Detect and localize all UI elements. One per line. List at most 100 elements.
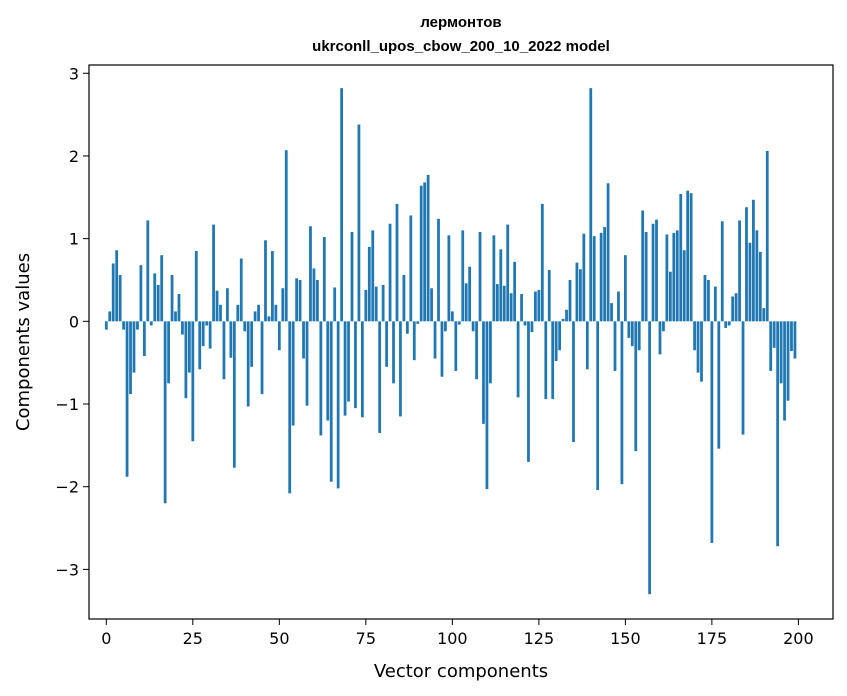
bar: [682, 250, 686, 322]
bar: [399, 321, 402, 417]
bar: [229, 321, 233, 358]
bar: [274, 304, 278, 322]
bar: [579, 269, 582, 322]
bar: [174, 311, 177, 322]
bar: [648, 321, 651, 595]
bar: [696, 321, 700, 373]
bar: [181, 321, 184, 335]
bar: [271, 251, 274, 322]
bar: [547, 270, 551, 322]
bar: [540, 203, 544, 322]
bar: [675, 230, 679, 322]
bar: [637, 321, 641, 351]
bar: [302, 321, 305, 359]
bar: [572, 321, 575, 443]
bar: [347, 321, 350, 402]
bar: [762, 308, 766, 322]
x-tick-label: 175: [697, 629, 728, 648]
bar: [433, 321, 437, 359]
bar: [523, 321, 527, 326]
bar: [599, 232, 603, 322]
bar: [495, 284, 499, 322]
bar: [257, 304, 260, 322]
y-tick-label: 1: [69, 230, 79, 249]
bar: [104, 321, 108, 330]
bar: [264, 240, 267, 322]
chart-title: лермонтов: [420, 14, 501, 31]
bar: [360, 321, 364, 418]
bar: [554, 321, 558, 362]
bar: [291, 321, 295, 426]
plot-frame: [88, 64, 834, 620]
bar: [731, 296, 735, 322]
y-tick-label: −3: [55, 560, 79, 579]
bar: [703, 275, 707, 322]
bar: [665, 234, 669, 322]
bar: [592, 236, 596, 322]
bar: [444, 321, 447, 332]
bar: [236, 304, 240, 322]
y-axis-ticks: 3 2 1 0 −1 −2 −3: [55, 64, 89, 579]
bar: [333, 287, 337, 322]
x-tick-label: 150: [610, 629, 641, 648]
bar: [430, 288, 433, 322]
bar: [651, 223, 655, 322]
bar: [779, 321, 783, 384]
bar: [513, 261, 517, 322]
bar: [776, 321, 780, 547]
bar: [381, 284, 385, 322]
bar: [589, 88, 593, 322]
x-tick-label: 25: [183, 629, 203, 648]
bar: [561, 318, 565, 322]
bar: [783, 321, 786, 421]
bar: [471, 321, 475, 332]
bar: [516, 321, 520, 398]
bar: [527, 321, 530, 462]
bar: [450, 311, 454, 322]
bar: [125, 321, 129, 477]
bar: [281, 288, 285, 322]
bar: [243, 321, 247, 332]
bar: [416, 321, 420, 324]
bar: [634, 321, 638, 452]
bar: [284, 150, 288, 322]
bar: [617, 291, 620, 322]
bar: [668, 271, 672, 322]
bar: [502, 285, 506, 322]
bar: [312, 268, 316, 322]
bar: [136, 321, 139, 330]
bar: [558, 321, 562, 351]
bar: [748, 242, 752, 322]
bar: [707, 279, 710, 322]
bar: [603, 227, 606, 322]
bar: [378, 321, 382, 433]
bar: [492, 235, 496, 322]
bar: [250, 321, 254, 367]
bar: [191, 321, 195, 442]
bar: [129, 321, 132, 395]
bar: [724, 321, 728, 328]
bar: [198, 321, 202, 370]
y-tick-label: −1: [55, 395, 79, 414]
bar: [298, 279, 302, 322]
bar: [464, 283, 468, 322]
bar: [288, 321, 292, 494]
bar: [679, 193, 683, 322]
bar: [374, 286, 378, 322]
bar: [772, 321, 776, 348]
bar: [641, 210, 645, 322]
x-tick-label: 0: [101, 629, 111, 648]
bar: [658, 321, 662, 355]
bar: [454, 321, 458, 371]
bar: [468, 266, 472, 322]
bar: [655, 219, 658, 322]
bar: [118, 275, 122, 322]
bar: [184, 321, 188, 399]
bar: [146, 220, 150, 322]
bar: [627, 321, 631, 338]
bar: [354, 321, 357, 409]
bar: [620, 321, 624, 485]
bar: [686, 190, 690, 322]
bar: [426, 174, 430, 322]
bar: [226, 288, 229, 322]
